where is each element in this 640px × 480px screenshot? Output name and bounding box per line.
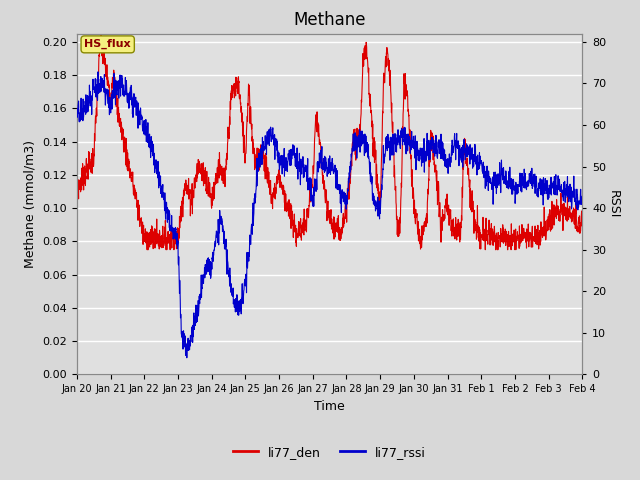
Text: HS_flux: HS_flux bbox=[84, 39, 131, 49]
Legend: li77_den, li77_rssi: li77_den, li77_rssi bbox=[228, 441, 431, 464]
Y-axis label: RSSI: RSSI bbox=[607, 190, 620, 218]
X-axis label: Time: Time bbox=[314, 400, 345, 413]
Y-axis label: Methane (mmol/m3): Methane (mmol/m3) bbox=[24, 140, 36, 268]
Title: Methane: Methane bbox=[293, 11, 366, 29]
